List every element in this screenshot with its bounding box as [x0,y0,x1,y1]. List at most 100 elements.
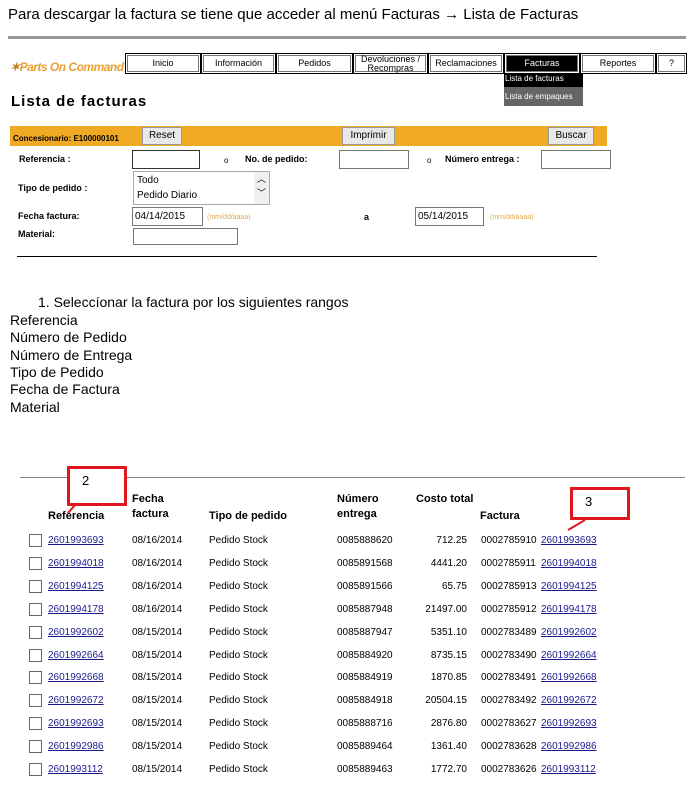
row-checkbox[interactable] [29,740,42,754]
material-input[interactable] [133,228,238,245]
tipo-cell: Pedido Stock [209,535,268,546]
referencia-link[interactable]: 2601992668 [48,672,104,684]
factura-cell: 0002783627 [481,718,537,730]
row-checkbox[interactable] [29,648,42,662]
entrega-input[interactable] [541,150,611,169]
print-button[interactable]: Imprimir [342,127,395,145]
row-checkbox[interactable] [29,556,42,570]
row-checkbox[interactable] [29,763,42,776]
referencia-link[interactable]: 2601994018 [48,557,104,569]
referencia-link[interactable]: 2601994178 [48,603,104,615]
factura-download-link[interactable]: 2601992693 [541,718,597,730]
costo-cell: 1772.70 [430,764,467,775]
factura-download-link[interactable]: 2601992668 [541,672,597,684]
nav-item[interactable]: ? [656,53,687,74]
factura-download-link[interactable]: 2601993112 [541,764,596,775]
costo-cell: 21497.00 [425,603,467,615]
tipo-cell: Pedido Stock [209,695,268,707]
row-checkbox[interactable] [29,625,42,639]
entrega-label: Número entrega : [445,154,520,164]
tipo-option[interactable]: Todo [137,175,159,186]
nav-item[interactable]: Inicio [125,53,201,74]
nav-item[interactable]: Reportes [580,53,656,74]
nav-item[interactable]: Devoluciones / Recompras [353,53,428,74]
factura-cell: 0002785911 [481,557,536,569]
fecha-to-input[interactable]: 05/14/2015 [415,207,484,226]
range-item: Número de Pedido [10,329,127,346]
search-button[interactable]: Buscar [548,127,594,145]
row-checkbox[interactable] [29,579,42,593]
fecha-cell: 08/15/2014 [132,672,183,684]
range-item: Fecha de Factura [10,381,120,398]
factura-download-link[interactable]: 2601994178 [541,603,597,615]
tipo-cell: Pedido Stock [209,672,268,684]
tipo-cell: Pedido Stock [209,718,268,730]
row-checkbox[interactable] [29,534,42,547]
factura-download-link[interactable]: 2601992664 [541,649,597,661]
costo-cell: 8735.15 [430,649,467,661]
row-checkbox[interactable] [29,602,42,616]
referencia-link[interactable]: 2601994125 [48,580,104,592]
entrega-cell: 0085888716 [337,718,393,730]
fecha-from-input[interactable]: 04/14/2015 [132,207,203,226]
referencia-link[interactable]: 2601992693 [48,718,104,730]
range-item: Número de Entrega [10,346,133,363]
fecha-cell: 08/15/2014 [132,718,183,730]
or-text: o [427,156,432,165]
pedido-label: No. de pedido: [245,154,308,164]
tipo-listbox[interactable]: Todo Pedido Diario ︿ ﹀ [133,171,270,205]
facturas-dropdown: Lista de facturas Lista de empaques [504,73,583,106]
factura-cell: 0002783489 [481,626,537,638]
divider [20,477,685,478]
costo-cell: 5351.10 [430,626,467,638]
nav-item[interactable]: Información [201,53,276,74]
range-item: Tipo de Pedido [10,363,104,380]
menu-item-lista-facturas[interactable]: Lista de facturas [504,73,583,87]
referencia-link[interactable]: 2601992664 [48,649,104,661]
column-header: Número entrega [337,493,379,520]
row-checkbox[interactable] [29,717,42,731]
referencia-link[interactable]: 2601992986 [48,741,104,753]
tipo-cell: Pedido Stock [209,741,268,753]
reset-button[interactable]: Reset [142,127,182,145]
referencia-link[interactable]: 2601993693 [48,535,104,546]
row-checkbox[interactable] [29,671,42,685]
costo-cell: 2876.80 [430,718,467,730]
nav-item[interactable]: Pedidos [276,53,353,74]
chevron-up-icon[interactable]: ︿ [256,174,266,184]
tipo-label: Tipo de pedido : [18,183,88,193]
tipo-cell: Pedido Stock [209,603,268,615]
factura-download-link[interactable]: 2601992602 [541,626,597,638]
factura-download-link[interactable]: 2601993693 [541,535,597,546]
factura-download-link[interactable]: 2601992672 [541,695,597,707]
menu-item-lista-empaques[interactable]: Lista de empaques [505,92,573,101]
referencia-link[interactable]: 2601992672 [48,695,104,707]
fecha-cell: 08/16/2014 [132,603,183,615]
referencia-input[interactable] [132,150,200,169]
entrega-cell: 0085884919 [337,672,393,684]
costo-cell: 4441.20 [430,557,467,569]
referencia-link[interactable]: 2601992602 [48,626,104,638]
row-checkbox[interactable] [29,694,42,708]
or-text: o [224,156,229,165]
tipo-option[interactable]: Pedido Diario [137,190,198,201]
chevron-down-icon[interactable]: ﹀ [256,188,266,198]
tipo-cell: Pedido Stock [209,557,268,569]
listbox-scrollbar[interactable]: ︿ ﹀ [254,172,269,204]
pedido-input[interactable] [339,150,409,169]
referencia-link[interactable]: 2601993112 [48,764,103,775]
material-label: Material: [18,229,56,239]
logo: ✶Parts On Command [10,60,124,74]
nav-item[interactable]: Reclamaciones [428,53,504,74]
column-header[interactable]: Referencia [48,510,105,522]
factura-cell: 0002783490 [481,649,537,661]
referencia-label: Referencia : [19,154,71,164]
column-header: Tipo de pedido [209,510,288,522]
factura-download-link[interactable]: 2601992986 [541,741,597,753]
costo-cell: 1870.85 [430,672,467,684]
factura-download-link[interactable]: 2601994125 [541,580,597,592]
range-item: Material [10,398,60,415]
factura-cell: 0002783626 [481,764,537,775]
factura-download-link[interactable]: 2601994018 [541,557,597,569]
